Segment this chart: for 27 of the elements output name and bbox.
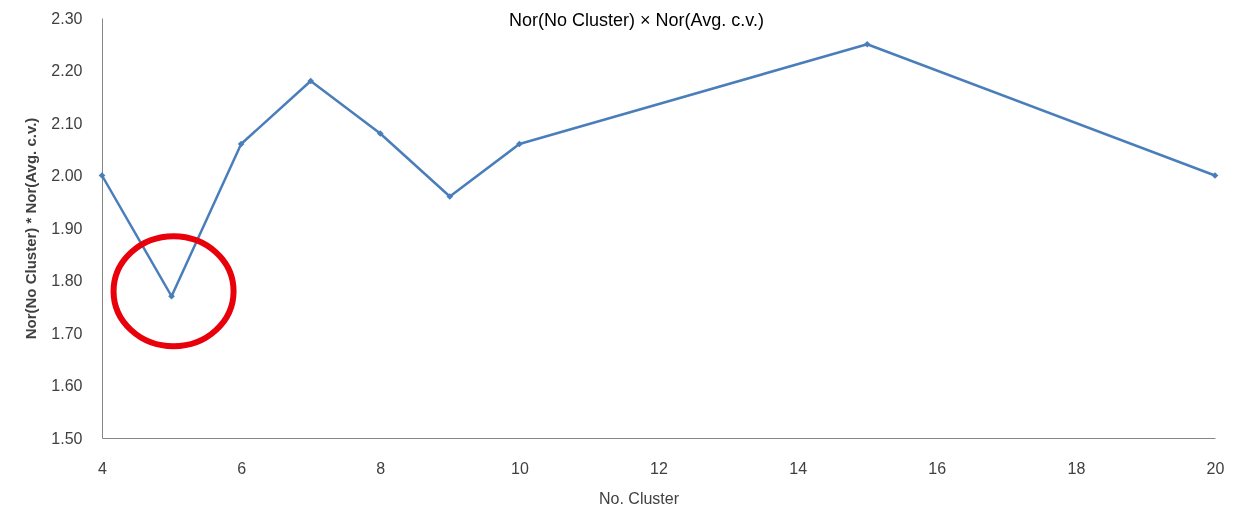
y-tick-label: 1.70 bbox=[51, 324, 83, 342]
x-axis-title: No. Cluster bbox=[598, 489, 680, 507]
x-tick-label: 6 bbox=[237, 459, 247, 477]
y-tick-label: 1.50 bbox=[51, 429, 83, 447]
point bbox=[307, 77, 315, 85]
point bbox=[446, 193, 454, 200]
y-tick-label: 1.60 bbox=[51, 377, 83, 394]
x-tick-label: 14 bbox=[789, 459, 808, 477]
x-tick-label: 8 bbox=[376, 459, 386, 477]
x-tick-label: 12 bbox=[650, 459, 668, 477]
point bbox=[863, 40, 871, 48]
y-tick-label: 2.10 bbox=[51, 114, 83, 132]
y-axis-title: Nor(No Cluster) * Nor(Avg. c.v.) bbox=[22, 117, 40, 340]
point bbox=[376, 130, 384, 137]
chart-title: Nor(No Cluster) × Nor(Avg. c.v.) bbox=[509, 10, 764, 30]
y-tick-label: 2.20 bbox=[51, 62, 83, 79]
y-tick-label: 2.00 bbox=[51, 167, 83, 184]
x-tick-label: 20 bbox=[1206, 459, 1225, 477]
point bbox=[168, 292, 175, 300]
x-tick-label: 4 bbox=[98, 459, 108, 477]
x-tick-label: 18 bbox=[1067, 459, 1086, 477]
point bbox=[237, 140, 245, 148]
x-tick-label: 10 bbox=[510, 459, 529, 477]
y-tick-label: 1.90 bbox=[51, 219, 83, 237]
y-tick-label: 1.80 bbox=[51, 272, 83, 289]
y-tick-label: 2.30 bbox=[51, 9, 83, 27]
x-tick-label: 16 bbox=[928, 459, 947, 477]
